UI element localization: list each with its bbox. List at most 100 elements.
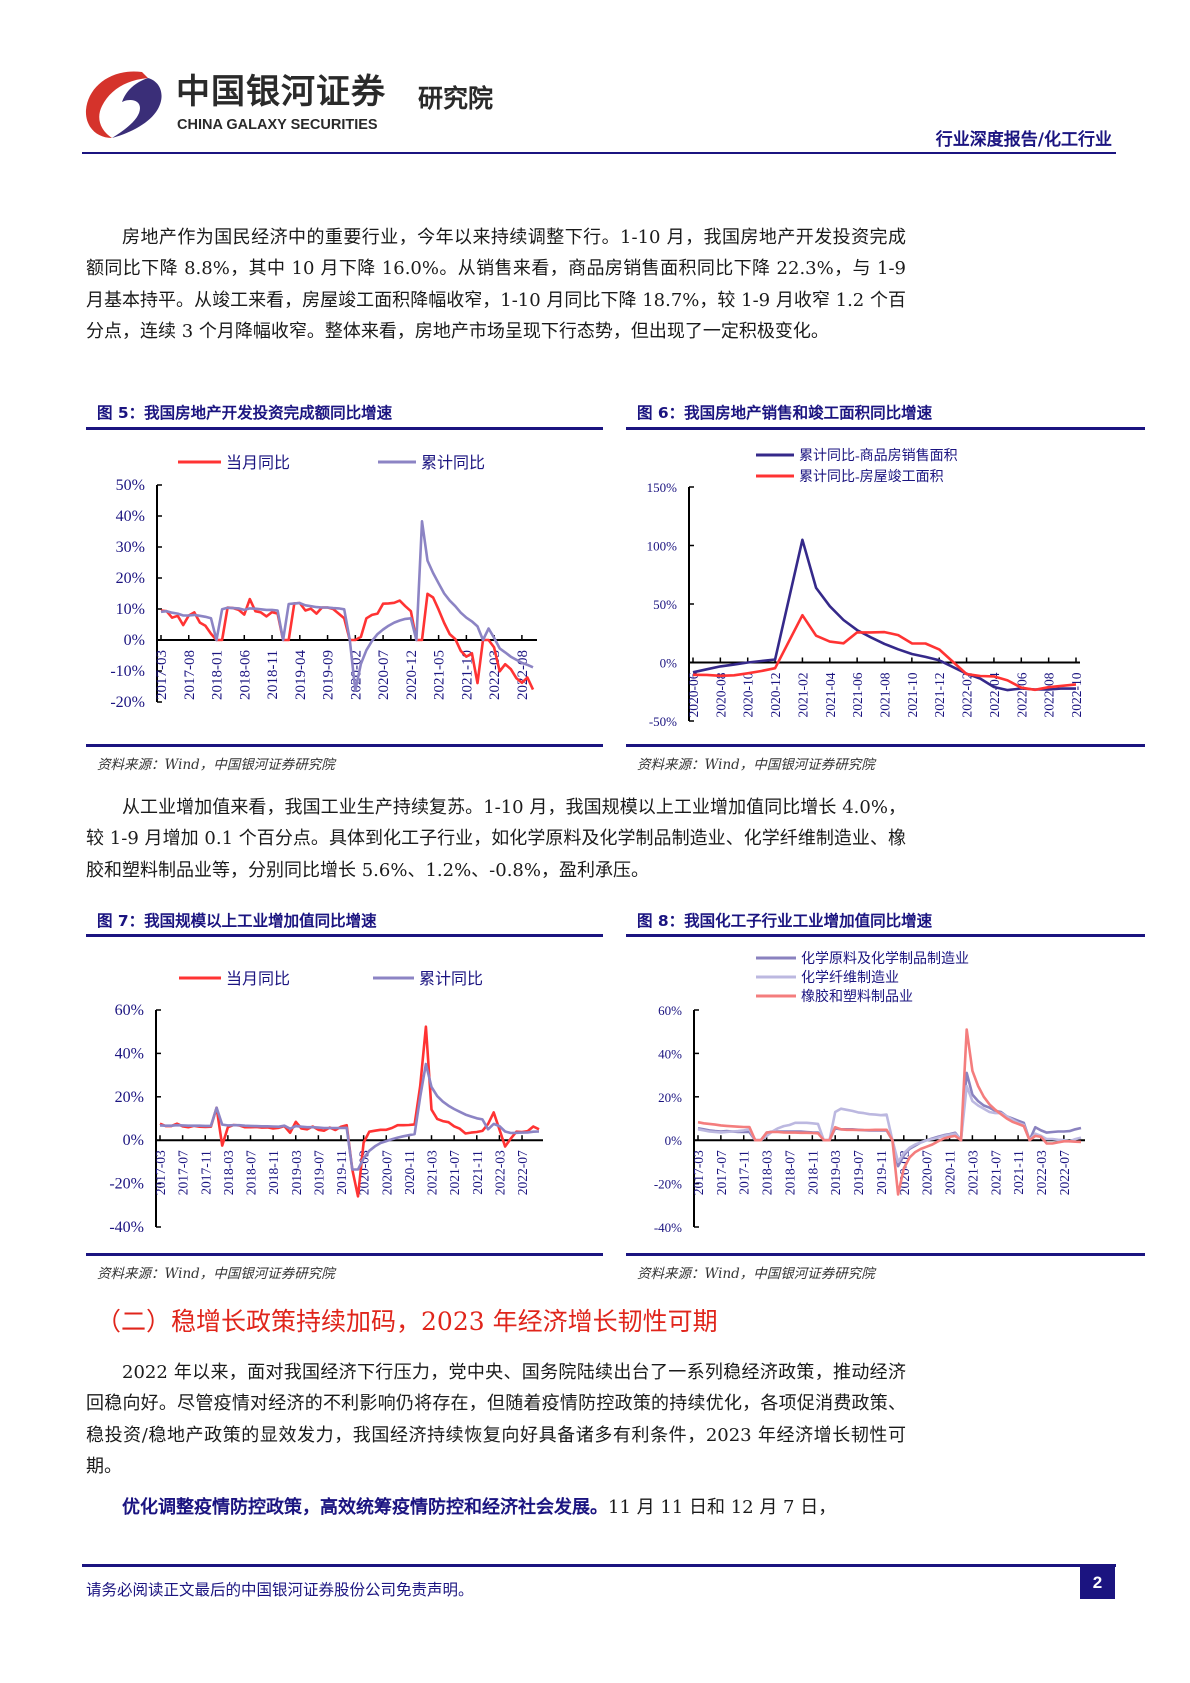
fig6-x-tick-label: 2020-06 [686,672,701,717]
fig6-x-tick-label: 2020-08 [713,672,728,717]
fig5-legend-label: 累计同比 [421,454,485,472]
fig7-x-tick-label: 2018-07 [244,1150,259,1195]
fig6-y-tick-label: -50% [649,714,677,729]
paragraph-policy: 2022 年以来，面对我国经济下行压力，党中央、国务院陆续出台了一系列稳经济政策… [86,1362,906,1477]
footer-disclaimer: 请务必阅读正文最后的中国银河证券股份公司免责声明。 [86,1581,474,1599]
galaxy-logo-icon [85,71,162,138]
fig5-x-tick-label: 2017-08 [182,650,198,700]
fig6-y-tick-label: 50% [653,597,677,612]
figure-7-source: 资料来源：Wind，中国银河证券研究院 [97,1266,335,1282]
fig6-x-tick-label: 2020-10 [741,672,756,717]
fig5-y-tick-label: 30% [116,539,145,556]
fig5-y-tick-label: 0% [124,632,145,649]
logo-chinese-name: 中国银河证券 [176,72,386,112]
fig8-legend-label: 化学原料及化学制品制造业 [801,951,969,967]
fig5-series-line-1 [160,520,534,692]
fig7-y-tick-label: 0% [123,1132,144,1149]
figure-8-bottom-rule [626,1253,1145,1256]
fig8-y-tick-label: -20% [654,1177,682,1192]
fig7-x-tick-label: 2017-03 [153,1150,168,1195]
fig8-series-line-2 [697,1028,1082,1196]
fig8-x-tick-label: 2018-03 [760,1150,775,1195]
fig8-x-tick-label: 2019-07 [851,1150,866,1195]
fig7-x-tick-label: 2019-11 [334,1150,349,1195]
fig6-x-tick-label: 2021-12 [932,673,947,718]
fig7-y-tick-label: -40% [109,1219,144,1236]
figure-5-source: 资料来源：Wind，中国银河证券研究院 [97,757,335,773]
fig5-x-tick-label: 2020-07 [376,650,392,700]
fig5-x-tick-label: 2017-03 [154,650,170,700]
fig7-x-tick-label: 2021-03 [425,1150,440,1195]
fig6-x-tick-label: 2021-04 [823,672,838,717]
fig5-x-tick-label: 2021-05 [432,650,448,700]
fig8-x-tick-label: 2019-03 [828,1150,843,1195]
fig5-x-tick-label: 2018-01 [210,650,226,700]
fig8-x-tick-label: 2020-11 [943,1150,958,1195]
figure-6-title: 图 6：我国房地产销售和竣工面积同比增速 [637,404,933,422]
fig6-series-line-1 [692,613,1077,692]
fig8-y-tick-label: 20% [658,1090,682,1105]
figure-5-title: 图 5：我国房地产开发投资完成额同比增速 [97,404,393,422]
fig5-y-tick-label: 40% [116,508,145,525]
fig8-y-tick-label: 40% [658,1046,682,1061]
fig8-x-tick-label: 2019-11 [874,1150,889,1195]
fig7-x-tick-label: 2022-03 [492,1150,507,1195]
fig5-y-tick-label: -10% [110,663,145,680]
fig7-x-tick-label: 2021-07 [447,1150,462,1195]
fig8-legend-label: 橡胶和塑料制品业 [801,988,913,1005]
fig5-x-tick-label: 2020-12 [404,650,420,700]
fig8-legend-label: 化学纤维制造业 [801,970,899,986]
fig8-x-tick-label: 2018-11 [805,1150,820,1195]
fig7-x-tick-label: 2018-11 [266,1150,281,1195]
fig6-series-line-0 [692,538,1077,692]
fig8-y-tick-label: -40% [654,1220,682,1235]
figure-7-bottom-rule [86,1253,603,1256]
fig6-x-tick-label: 2021-02 [795,673,810,718]
fig6-x-tick-label: 2021-06 [850,672,865,717]
fig5-y-tick-label: 50% [116,477,145,494]
fig8-x-tick-label: 2020-07 [920,1150,935,1195]
logo-english-name: CHINA GALAXY SECURITIES [177,117,378,133]
fig8-y-tick-label: 0% [665,1133,683,1148]
fig7-x-tick-label: 2018-03 [221,1150,236,1195]
figure-6-bottom-rule [626,744,1145,747]
fig7-x-tick-label: 2019-03 [289,1150,304,1195]
figure-6-source: 资料来源：Wind，中国银河证券研究院 [637,757,875,773]
fig6-x-tick-label: 2020-12 [768,673,783,718]
footer-rule [82,1564,1116,1567]
fig8-x-tick-label: 2017-11 [737,1150,752,1195]
logo-institute: 研究院 [418,84,494,113]
fig5-x-tick-label: 2022-08 [515,650,531,700]
page-number: 2 [1080,1566,1115,1599]
paragraph-epidemic: 优化调整疫情防控政策，高效统筹疫情防控和经济社会发展。11 月 11 日和 12… [86,1492,906,1523]
fig7-y-tick-label: -20% [109,1176,144,1193]
fig6-legend-label: 累计同比-房屋竣工面积 [799,469,944,485]
fig5-x-tick-label: 2019-04 [293,650,309,700]
figure-5-top-rule [86,427,603,430]
fig7-y-tick-label: 40% [115,1045,144,1062]
fig7-y-tick-label: 60% [115,1002,144,1019]
fig7-x-tick-label: 2020-11 [402,1150,417,1195]
fig6-x-tick-label: 2022-08 [1042,672,1057,717]
fig8-x-tick-label: 2022-03 [1034,1150,1049,1195]
fig7-x-tick-label: 2020-07 [379,1150,394,1195]
fig5-y-tick-label: 20% [116,570,145,587]
fig5-x-tick-label: 2018-06 [237,650,253,700]
fig5-y-tick-label: 10% [116,601,145,618]
fig7-x-tick-label: 2021-11 [470,1150,485,1195]
figure-5-bottom-rule [86,744,603,747]
fig5-x-tick-label: 2021-10 [459,650,475,700]
figure-8-source: 资料来源：Wind，中国银河证券研究院 [637,1266,875,1282]
fig5-x-tick-label: 2018-11 [265,650,281,699]
fig8-x-tick-label: 2018-07 [782,1150,797,1195]
fig5-x-tick-label: 2019-09 [321,650,337,700]
fig6-y-tick-label: 150% [647,480,678,495]
fig7-x-tick-label: 2017-07 [176,1150,191,1195]
fig6-x-tick-label: 2021-08 [878,672,893,717]
fig7-x-tick-label: 2019-07 [311,1150,326,1195]
paragraph-real-estate: 房地产作为国民经济中的重要行业，今年以来持续调整下行。1-10 月，我国房地产开… [86,227,906,342]
paragraph-epidemic-lead: 优化调整疫情防控政策，高效统筹疫情防控和经济社会发展。 [122,1497,608,1519]
paragraph-epidemic-text: 11 月 11 日和 12 月 7 日， [608,1497,837,1519]
fig8-x-tick-label: 2021-07 [988,1150,1003,1195]
